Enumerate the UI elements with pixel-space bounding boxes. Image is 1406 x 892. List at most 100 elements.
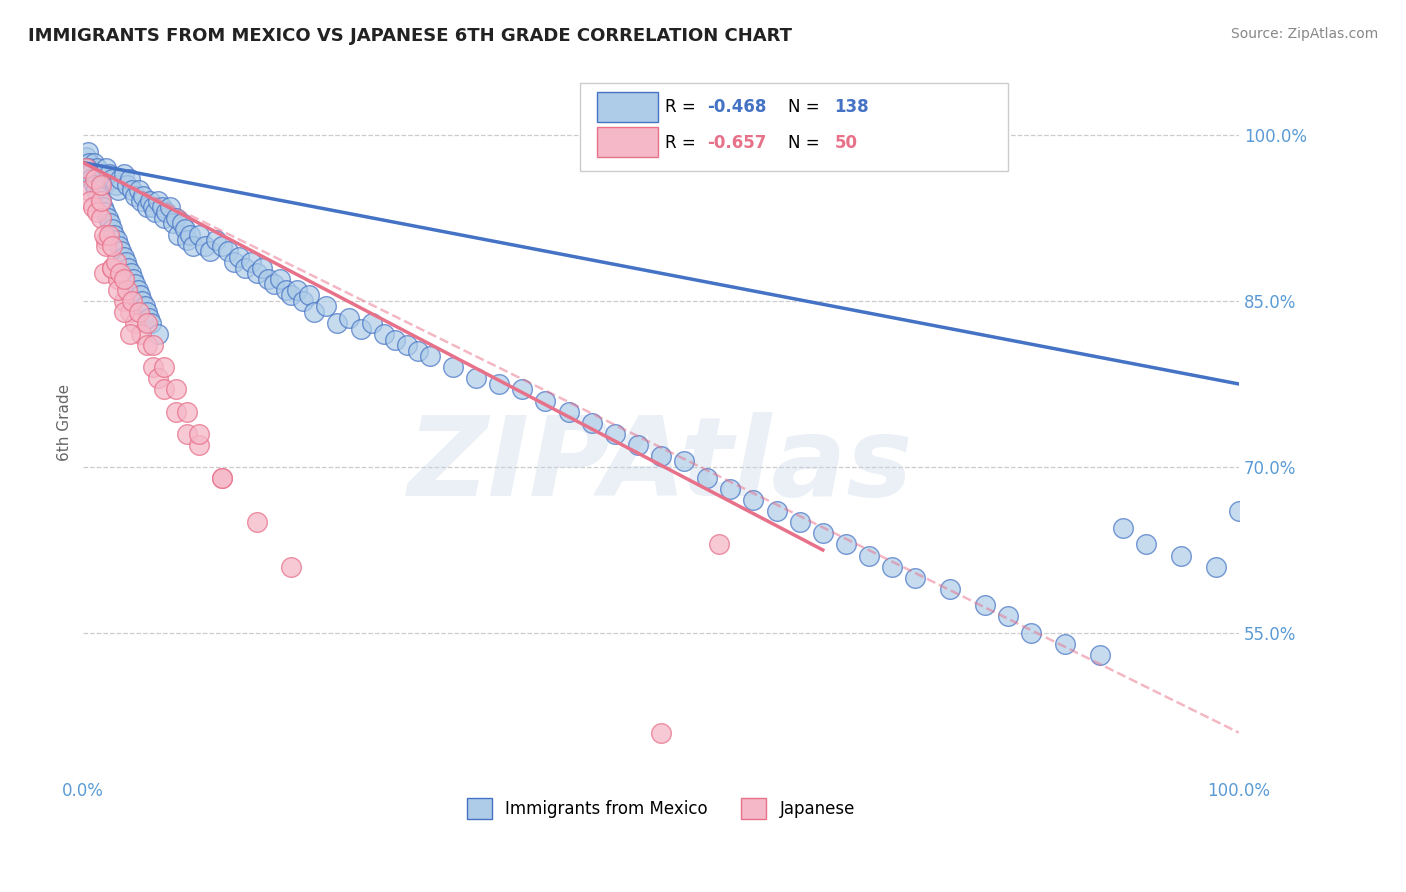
Point — [673, 454, 696, 468]
Point — [101, 222, 124, 236]
Point — [789, 516, 811, 530]
Point — [291, 293, 314, 308]
Point — [170, 217, 193, 231]
Point — [107, 283, 129, 297]
Point — [132, 189, 155, 203]
Point — [205, 233, 228, 247]
Point — [83, 155, 105, 169]
Point — [121, 293, 143, 308]
Point — [167, 227, 190, 242]
Point — [101, 260, 124, 275]
Point — [107, 183, 129, 197]
Point — [257, 272, 280, 286]
Point — [90, 211, 112, 225]
Point — [127, 283, 149, 297]
Point — [101, 172, 124, 186]
Point — [1112, 521, 1135, 535]
Point — [581, 416, 603, 430]
Point — [124, 316, 146, 330]
Point — [83, 178, 105, 192]
Point — [115, 255, 138, 269]
Point — [304, 305, 326, 319]
Point — [882, 559, 904, 574]
Point — [194, 238, 217, 252]
Point — [77, 155, 100, 169]
Point — [148, 194, 170, 209]
Point — [419, 349, 441, 363]
Point — [90, 194, 112, 209]
Text: -0.468: -0.468 — [707, 98, 766, 117]
Point — [150, 200, 173, 214]
Point — [105, 233, 128, 247]
Point — [77, 145, 100, 159]
Point — [112, 167, 135, 181]
Point — [104, 255, 127, 269]
Point — [297, 288, 319, 302]
Legend: Immigrants from Mexico, Japanese: Immigrants from Mexico, Japanese — [460, 791, 862, 825]
Point — [1205, 559, 1227, 574]
Point — [124, 189, 146, 203]
Point — [134, 300, 156, 314]
Point — [159, 200, 181, 214]
Point — [108, 238, 131, 252]
Point — [650, 449, 672, 463]
Point — [153, 383, 176, 397]
Point — [75, 161, 97, 175]
Text: 50: 50 — [834, 134, 858, 152]
Point — [153, 211, 176, 225]
Point — [84, 183, 107, 197]
Point — [98, 217, 121, 231]
Point — [603, 426, 626, 441]
Point — [141, 316, 163, 330]
Point — [90, 178, 112, 192]
Point — [222, 255, 245, 269]
Point — [997, 609, 1019, 624]
Text: N =: N = — [789, 98, 825, 117]
Point — [104, 178, 127, 192]
Point — [112, 250, 135, 264]
Point — [187, 426, 209, 441]
Point — [83, 172, 105, 186]
Point — [128, 305, 150, 319]
Point — [143, 205, 166, 219]
Point — [280, 288, 302, 302]
Point — [742, 493, 765, 508]
Y-axis label: 6th Grade: 6th Grade — [58, 384, 72, 461]
Point — [110, 244, 132, 259]
Point — [211, 471, 233, 485]
Point — [79, 194, 101, 209]
Point — [269, 272, 291, 286]
Point — [128, 183, 150, 197]
Point — [155, 205, 177, 219]
Point — [97, 167, 120, 181]
Point — [103, 227, 125, 242]
Text: R =: R = — [665, 98, 700, 117]
Point — [91, 200, 114, 214]
Point — [179, 227, 201, 242]
Point — [765, 504, 787, 518]
Point — [139, 194, 162, 209]
Point — [87, 189, 110, 203]
Point — [110, 266, 132, 280]
Point — [121, 183, 143, 197]
Point — [187, 227, 209, 242]
Point — [534, 393, 557, 408]
Point — [384, 333, 406, 347]
Point — [263, 277, 285, 292]
Point — [96, 211, 118, 225]
Point — [165, 211, 187, 225]
Point — [142, 200, 165, 214]
Point — [176, 426, 198, 441]
Point — [96, 161, 118, 175]
Point — [148, 371, 170, 385]
Point — [246, 266, 269, 280]
Point — [465, 371, 488, 385]
Point — [115, 283, 138, 297]
Point — [118, 172, 141, 186]
Point — [80, 172, 103, 186]
Point — [1227, 504, 1250, 518]
Point — [93, 266, 115, 280]
Point — [86, 161, 108, 175]
Point — [90, 194, 112, 209]
Point — [441, 360, 464, 375]
